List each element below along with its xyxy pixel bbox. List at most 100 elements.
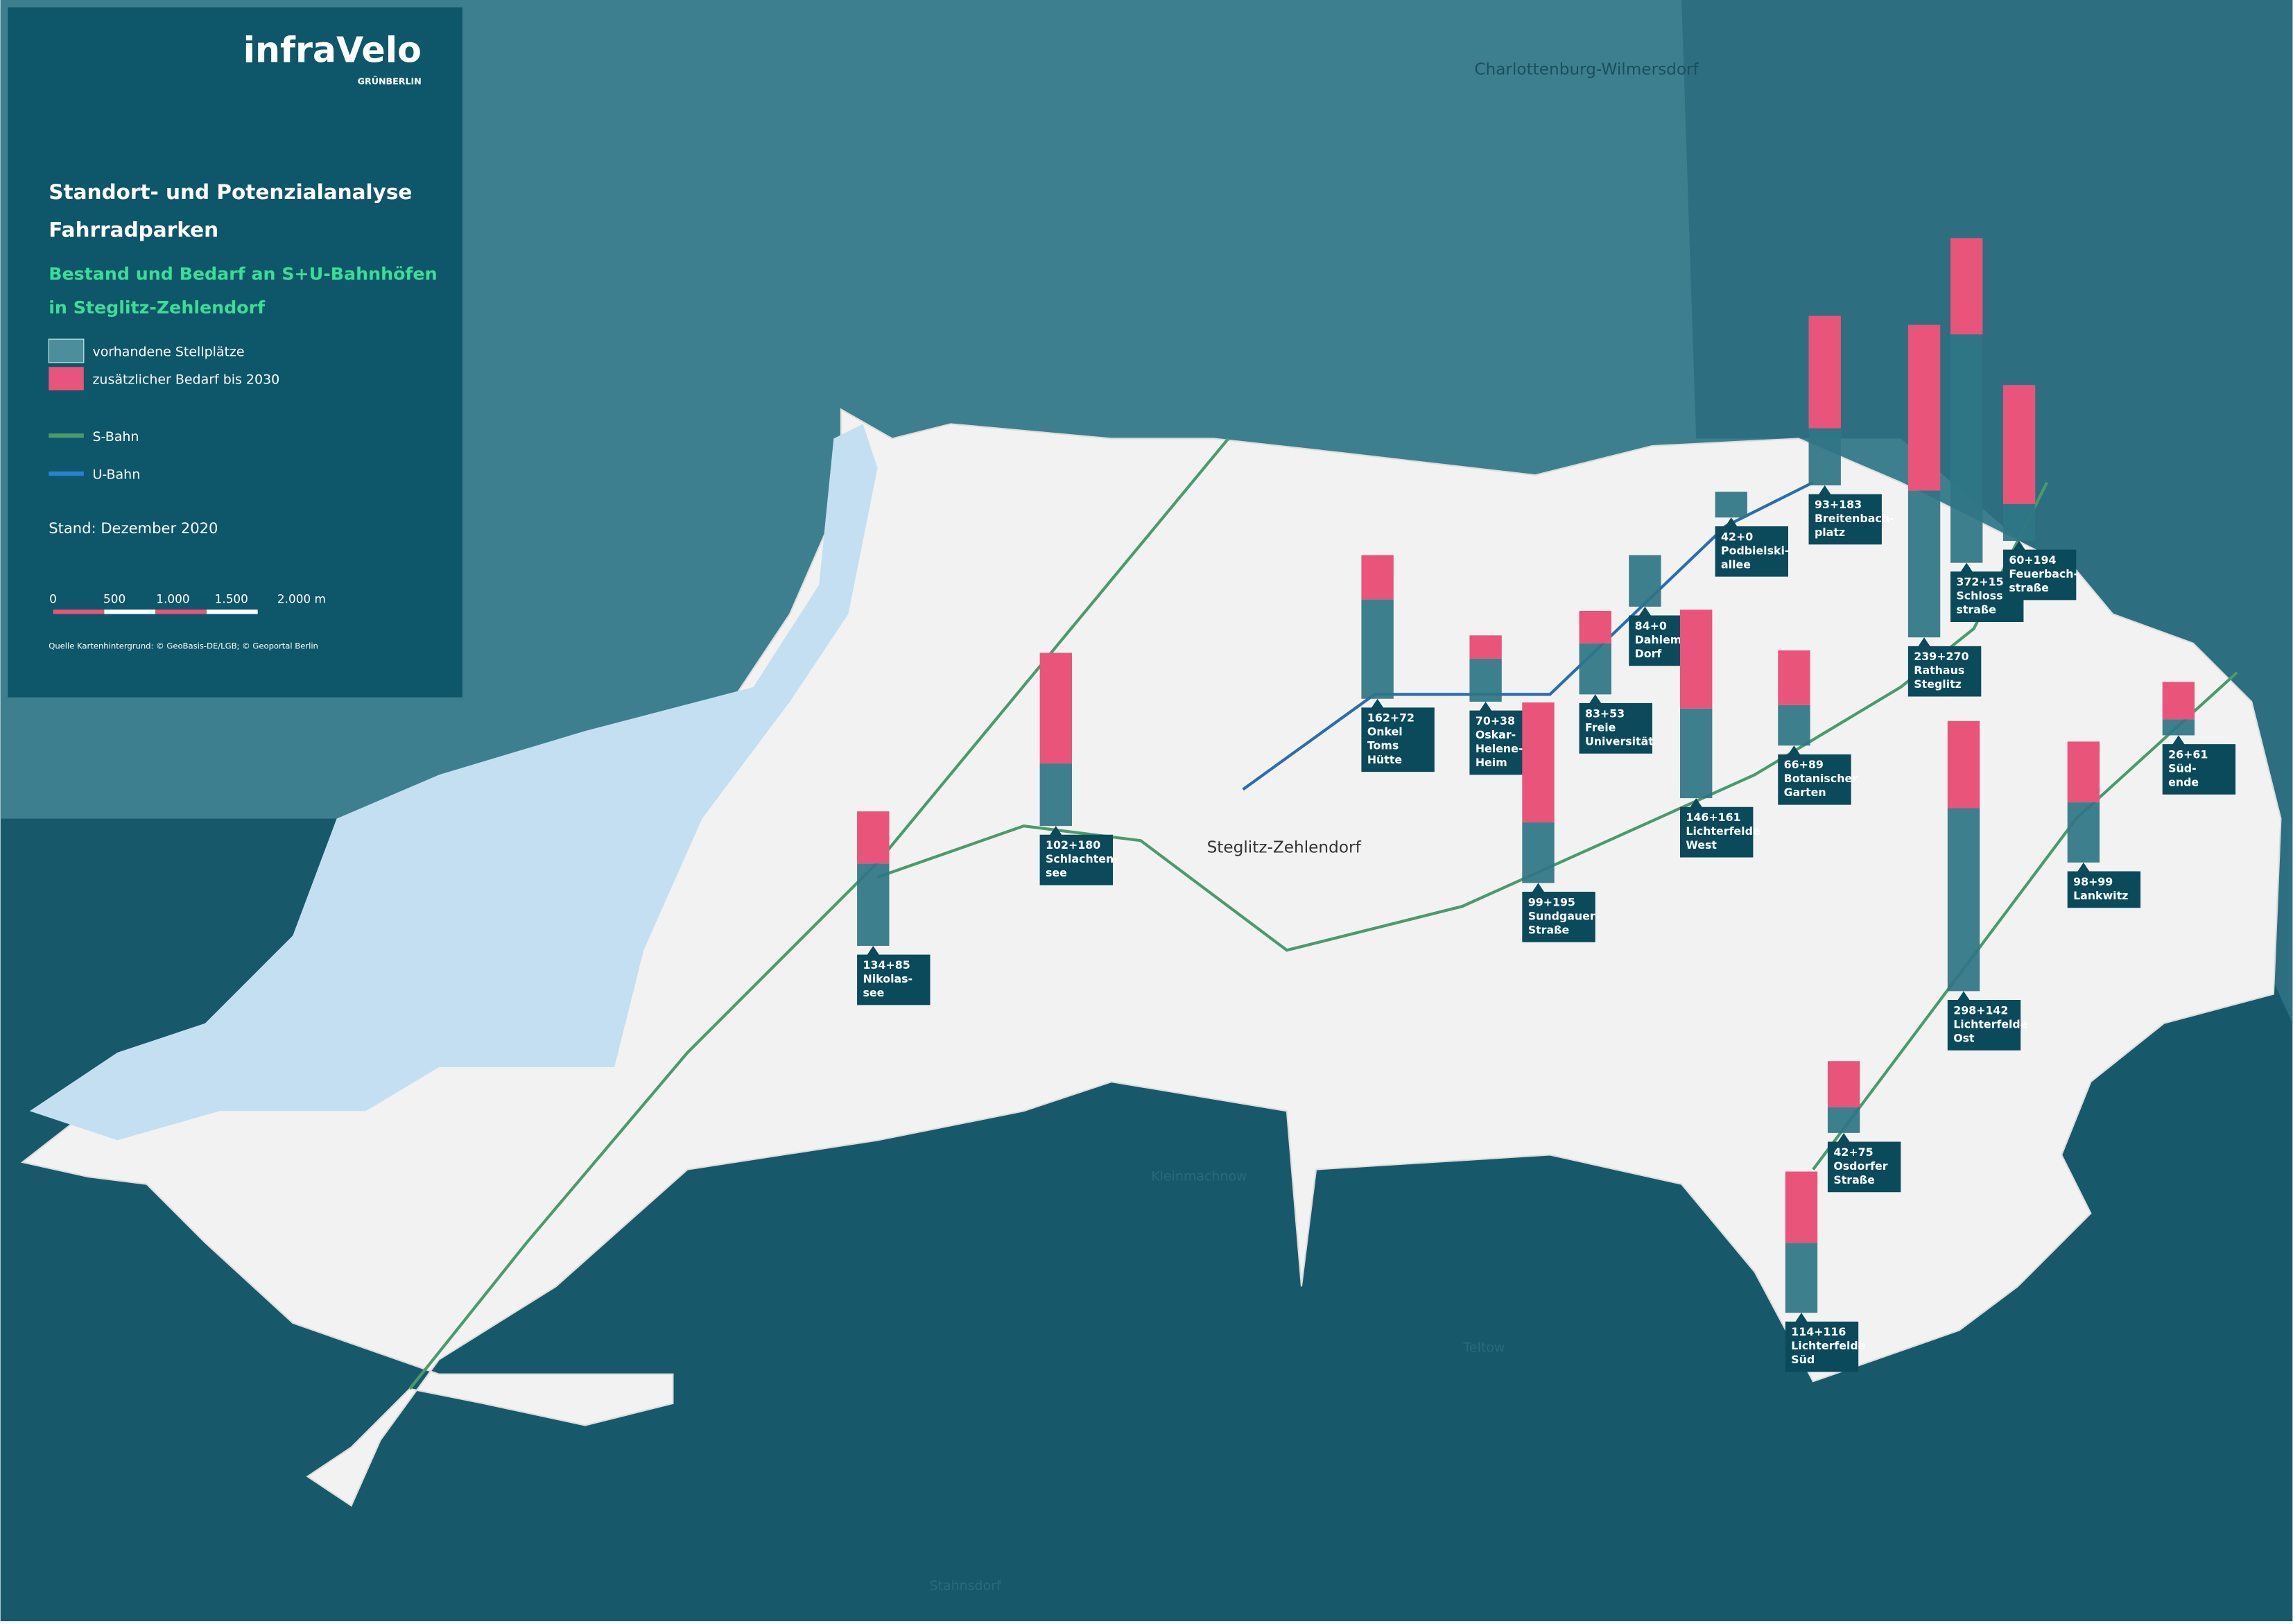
legend-label: U-Bahn: [92, 467, 140, 483]
title: Standort- und Potenzialanalyse: [49, 180, 412, 204]
station-name: Lichterfelde: [1953, 1017, 2027, 1030]
title: Fahrradparken: [49, 218, 218, 242]
bar-additional: [1522, 702, 1555, 822]
station-name: Universität: [1585, 734, 1654, 748]
label-box: [2067, 862, 2141, 908]
bar-existing: [1579, 643, 1611, 695]
station-value: 298+142: [1953, 1003, 2008, 1017]
label-box: [1778, 745, 1851, 805]
station-value: 26+61: [2168, 748, 2208, 761]
subtitle: in Steglitz-Zehlendorf: [49, 297, 266, 318]
label-box: [1785, 1313, 1859, 1372]
station-name: Straße: [1833, 1173, 1874, 1186]
station-name: Straße: [1528, 923, 1569, 936]
station-name: straße: [1956, 603, 1996, 616]
bar-existing: [1785, 1243, 1818, 1313]
station-name: straße: [2009, 581, 2048, 594]
station-name: Oskar-: [1476, 728, 1516, 741]
station-name: Osdorfer: [1833, 1159, 1887, 1173]
label-box: [1361, 698, 1435, 772]
scale-label: 0: [49, 591, 57, 605]
map-label: Charlottenburg-Wilmersdorf: [1474, 60, 1699, 79]
u-bahn-line: [1242, 481, 1814, 791]
bar-existing: [1907, 490, 1941, 638]
scale-label: 1.500: [215, 591, 248, 605]
station-name: platz: [1815, 526, 1845, 539]
station-name: Dahlem-: [1635, 633, 1686, 646]
scale-label: 500: [103, 591, 126, 605]
station-name: Heim: [1476, 756, 1507, 769]
bar-additional: [1785, 1171, 1818, 1243]
bar-additional: [2162, 682, 2195, 720]
station-value: 93+183: [1815, 498, 1862, 511]
bar-existing: [1469, 658, 1502, 702]
station-value: 42+75: [1833, 1146, 1873, 1159]
label-box: [1522, 883, 1595, 942]
station-name: Schloss-: [1956, 589, 2007, 603]
station-name: ende: [2168, 775, 2199, 788]
lake: [29, 424, 878, 1141]
bar-additional: [2067, 741, 2100, 803]
bar-additional: [1808, 316, 1841, 429]
station-value: 83+53: [1585, 707, 1625, 720]
station-name: Lichterfelde: [1686, 824, 1760, 838]
bar-existing: [1361, 599, 1394, 699]
station-name: Süd-: [2168, 761, 2197, 775]
station-value: 98+99: [2073, 875, 2113, 888]
bar-additional: [1950, 238, 1983, 335]
bar-existing: [1827, 1107, 1860, 1133]
source: Quelle Kartenhintergrund: © GeoBasis-DE/…: [49, 641, 318, 650]
station-name: Ost: [1953, 1031, 1975, 1044]
legend-label: zusätzlicher Bedarf bis 2030: [92, 372, 279, 388]
urban-area: [1681, 0, 2293, 1023]
label-box: [1907, 637, 1982, 697]
station-value: 239+270: [1914, 650, 1968, 663]
station-name: Onkel: [1367, 725, 1403, 738]
legend-label: vorhandene Stellplätze: [92, 345, 244, 360]
bar-existing: [857, 863, 890, 947]
bar-existing: [1629, 555, 1661, 607]
subtitle: Bestand und Bedarf an S+U-Bahnhöfen: [49, 264, 437, 284]
station-value: 60+194: [2009, 553, 2056, 567]
station-name: Schlachten-: [1046, 852, 1118, 865]
station-value: 134+85: [863, 958, 910, 971]
label-box: [1039, 826, 1114, 886]
station-value: 372+157: [1956, 576, 2011, 589]
bar-additional: [1579, 610, 1611, 643]
map-label: Teltow: [1463, 1340, 1505, 1355]
label-box: [1715, 517, 1789, 577]
station-name: Podbielski-: [1721, 544, 1789, 557]
map-label: Steglitz-Zehlendorf: [1207, 838, 1362, 856]
scale-label: 2.000 m: [277, 591, 326, 605]
legend-swatch: [49, 367, 84, 390]
station-name: Botanischer: [1784, 772, 1858, 785]
station-value: 114+116: [1791, 1325, 1846, 1338]
bar-existing: [1947, 808, 1980, 992]
bar-existing: [2002, 503, 2036, 542]
station-name: Freie: [1585, 720, 1616, 734]
station-name: allee: [1721, 558, 1751, 571]
station-name: Lankwitz: [2073, 889, 2128, 902]
bar-additional: [1907, 325, 1941, 491]
bar-existing: [1715, 492, 1747, 518]
scale-bar: [155, 610, 207, 614]
legend-panel: infraVelo GRÜNBERLIN Standort- und Poten…: [8, 7, 462, 698]
label-box: [1808, 485, 1882, 545]
station-value: 70+38: [1476, 714, 1515, 727]
station-name: Steglitz: [1914, 677, 1962, 691]
label-box: [857, 946, 931, 1005]
station-name: West: [1686, 838, 1717, 852]
date: Stand: Dezember 2020: [49, 519, 218, 537]
station-value: 146+161: [1686, 811, 1740, 824]
bar-existing: [1778, 705, 1810, 746]
bar-additional: [1361, 555, 1394, 600]
station-name: Garten: [1784, 786, 1826, 799]
scale-bar: [53, 610, 105, 614]
legend-label: S-Bahn: [92, 429, 139, 444]
scale-bar: [104, 610, 156, 614]
s-bahn-line: [408, 438, 1230, 1390]
bar-existing: [1039, 763, 1072, 827]
station-value: 102+180: [1046, 838, 1100, 852]
